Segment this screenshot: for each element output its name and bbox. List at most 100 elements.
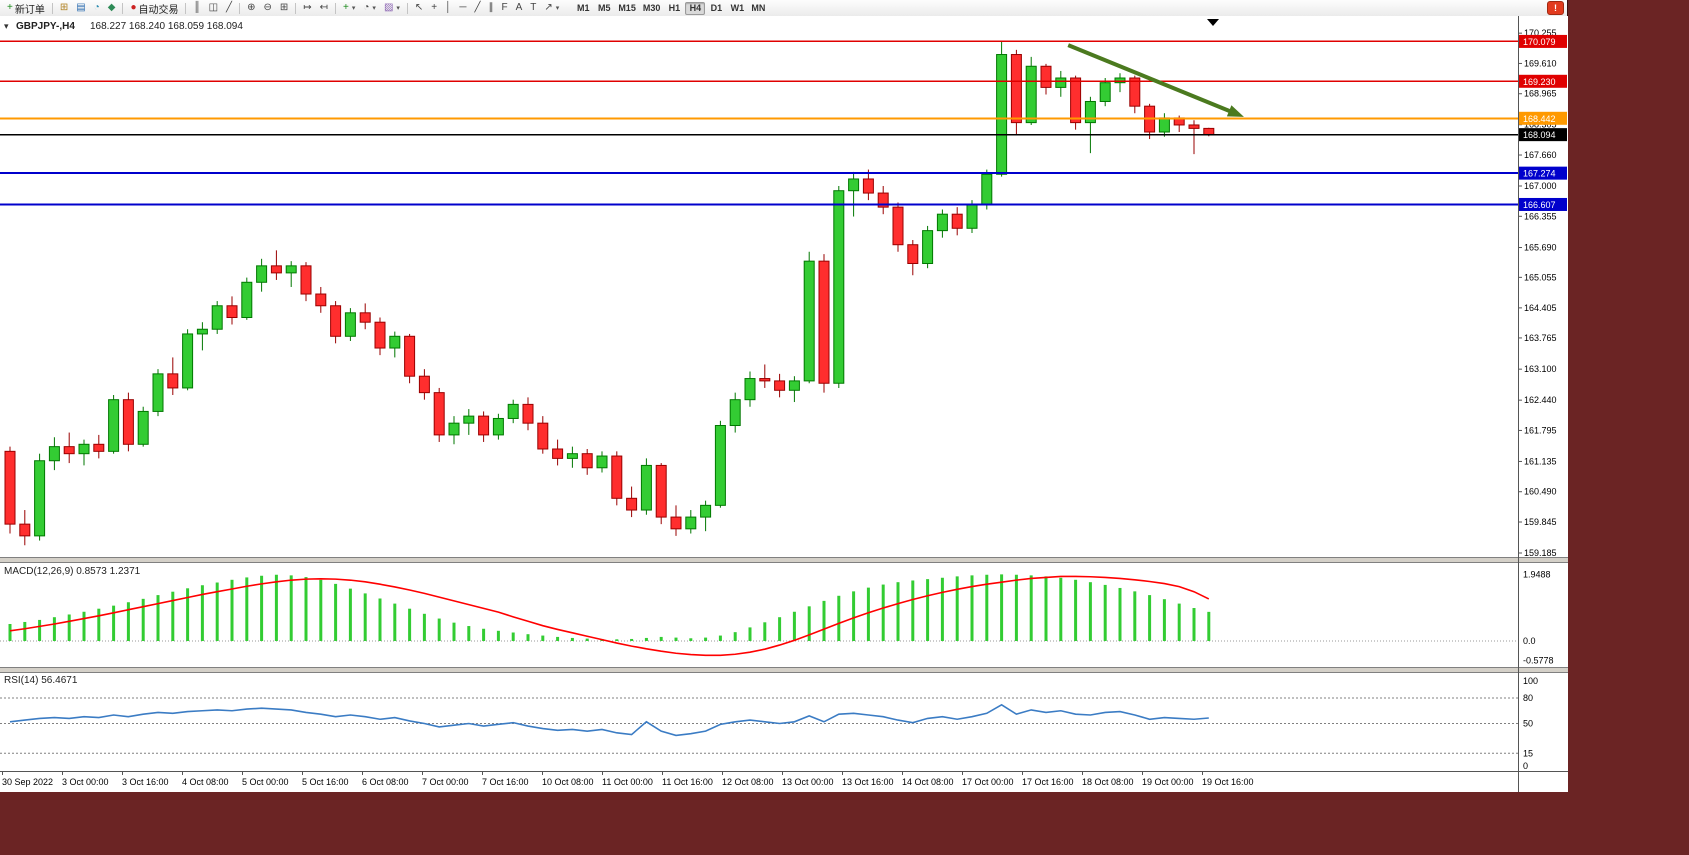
zoom-out-button[interactable]: ⊖ xyxy=(259,1,275,15)
indicators-button[interactable]: + ▾ xyxy=(339,1,359,15)
periods-button[interactable]: ◔ ▾ xyxy=(359,1,380,15)
text-icon: A xyxy=(515,2,523,13)
price-tick-label: 161.795 xyxy=(1524,425,1557,435)
timeframe-m30-button[interactable]: M30 xyxy=(640,2,664,15)
time-tick-label: 17 Oct 16:00 xyxy=(1022,777,1074,787)
timeframe-w1-button[interactable]: W1 xyxy=(727,2,747,15)
candle xyxy=(285,265,297,274)
candle xyxy=(1158,117,1170,133)
candle xyxy=(211,305,223,330)
candle xyxy=(63,446,75,455)
arrows-icon: ↗ xyxy=(544,2,553,13)
chart-area[interactable]: ▾ GBPJPY-,H4 168.227 168.240 168.059 168.0… xyxy=(0,16,1568,792)
pane-divider[interactable] xyxy=(0,557,1568,563)
candle xyxy=(522,403,534,424)
channel-button[interactable]: ∥ xyxy=(485,1,498,15)
trendline-button[interactable]: ╱ xyxy=(470,1,484,15)
trend-arrow[interactable] xyxy=(1067,43,1232,114)
tile-windows-icon: ⊞ xyxy=(279,2,289,13)
toolbar-separator xyxy=(185,2,187,14)
candle xyxy=(48,446,60,462)
timeframe-mn-button[interactable]: MN xyxy=(748,2,768,15)
fibonacci-icon: F xyxy=(501,2,508,13)
vertical-line-button[interactable]: │ xyxy=(441,1,455,15)
candle-chart-button[interactable]: ◫ xyxy=(205,1,222,15)
horizontal-line-button[interactable]: ─ xyxy=(455,1,470,15)
candle xyxy=(404,335,416,377)
candle xyxy=(1203,127,1215,136)
candle xyxy=(167,373,179,389)
timeframe-h4-button[interactable]: H4 xyxy=(685,1,706,15)
price-tick-label: 165.055 xyxy=(1524,272,1557,282)
text-button[interactable]: A xyxy=(512,1,527,15)
candle xyxy=(981,173,993,206)
chart-shift-button[interactable]: ↤ xyxy=(316,1,332,15)
chart-ohlc-values: 168.227 168.240 168.059 168.094 xyxy=(90,21,243,32)
periods-icon: ◔ xyxy=(363,2,370,13)
candle xyxy=(300,265,312,295)
trend-arrow-head xyxy=(1226,105,1244,117)
new-order-button[interactable]: + 新订单 xyxy=(3,1,49,16)
auto-scroll-button[interactable]: ↦ xyxy=(299,1,315,15)
candle xyxy=(996,54,1008,175)
candle xyxy=(1040,65,1052,88)
macd-label: MACD(12,26,9) 0.8573 1.2371 xyxy=(4,566,141,577)
price-tick-label: 160.490 xyxy=(1524,487,1557,497)
candle xyxy=(137,410,149,445)
toolbar-separator xyxy=(239,2,241,14)
crosshair-button[interactable]: + xyxy=(427,1,441,15)
timeframe-h1-button[interactable]: H1 xyxy=(664,2,684,15)
timeframe-m1-button[interactable]: M1 xyxy=(573,2,593,15)
timeframe-m5-button[interactable]: M5 xyxy=(594,2,614,15)
price-chart[interactable]: ▾ GBPJPY-,H4 168.227 168.240 168.059 168.0… xyxy=(0,16,1568,792)
time-tick-label: 12 Oct 08:00 xyxy=(722,777,774,787)
alert-icon[interactable]: ! xyxy=(1547,1,1564,15)
price-badge xyxy=(1519,74,1567,88)
price-tick-label: 170.255 xyxy=(1524,28,1557,38)
templates-icon: ▨ xyxy=(383,2,394,13)
text-label-button[interactable]: T xyxy=(526,1,540,15)
candle xyxy=(315,293,327,307)
price-badge xyxy=(1519,111,1567,125)
price-tick-label: 159.185 xyxy=(1524,548,1557,558)
cursor-button[interactable]: ↖ xyxy=(411,1,427,15)
candle xyxy=(226,305,238,319)
new-chart-button[interactable]: ⊞ xyxy=(56,1,72,15)
zoom-in-icon: ⊕ xyxy=(247,2,256,13)
line-chart-button[interactable]: ╱ xyxy=(222,1,236,15)
chart-shift-marker[interactable] xyxy=(1207,19,1219,26)
candle xyxy=(374,321,386,349)
fibonacci-button[interactable]: F xyxy=(498,1,512,15)
candle xyxy=(1070,77,1082,124)
autotrading-button[interactable]: ● 自动交易 xyxy=(126,1,182,16)
bar-chart-button[interactable]: ║ xyxy=(189,1,204,15)
candle xyxy=(655,464,667,518)
candle xyxy=(833,190,845,384)
time-tick-label: 7 Oct 16:00 xyxy=(482,777,529,787)
timeframe-d1-button[interactable]: D1 xyxy=(706,2,726,15)
market-watch-button[interactable]: ▤ xyxy=(72,1,89,15)
candle xyxy=(552,448,564,459)
pane-divider[interactable] xyxy=(0,667,1568,673)
time-tick-label: 4 Oct 08:00 xyxy=(182,777,229,787)
candle xyxy=(256,265,268,283)
candle xyxy=(1055,77,1067,88)
templates-button[interactable]: ▨ ▾ xyxy=(380,1,404,15)
arrows-button[interactable]: ↗ ▾ xyxy=(540,1,563,15)
auto-scroll-icon: ↦ xyxy=(303,2,312,13)
navigator-button[interactable]: ◆ xyxy=(104,1,120,15)
timeframe-m15-button[interactable]: M15 xyxy=(615,2,639,15)
time-tick-label: 13 Oct 16:00 xyxy=(842,777,894,787)
chevron-down-icon: ▾ xyxy=(372,5,376,12)
chart-collapse-icon[interactable]: ▾ xyxy=(4,21,9,31)
zoom-in-button[interactable]: ⊕ xyxy=(243,1,259,15)
price-badge xyxy=(1519,34,1567,48)
tile-windows-button[interactable]: ⊞ xyxy=(276,1,292,15)
chart-title: GBPJPY-,H4 xyxy=(16,21,75,32)
rsi-label: RSI(14) 56.4671 xyxy=(4,675,78,686)
rsi-line xyxy=(9,703,1209,737)
indicators-icon: + xyxy=(343,2,349,13)
candle xyxy=(418,375,430,394)
rsi-axis-label: 0 xyxy=(1523,761,1528,771)
data-window-button[interactable]: ◔ xyxy=(90,1,104,15)
